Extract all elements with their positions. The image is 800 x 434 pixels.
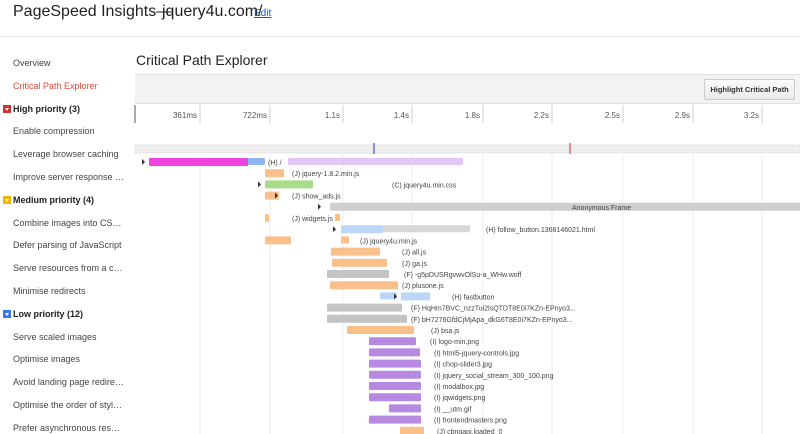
ruler-tick-label: 1.8s — [465, 111, 480, 120]
resource-label: (J) bsa.js — [431, 328, 460, 335]
resource-label: (I) html5-jquery-controls.jpg — [434, 350, 519, 357]
resource-bar — [400, 426, 424, 434]
resource-label: (J) all.js — [402, 250, 427, 257]
resource-bar — [265, 169, 284, 178]
priority-group-label: Medium priority (4) — [13, 194, 95, 205]
edit-link[interactable]: Edit — [254, 8, 272, 19]
resource-label: (H) / — [268, 160, 282, 167]
resource-bar — [369, 393, 421, 402]
resource-label: (H) follow_button.1368146021.html — [486, 227, 595, 234]
resource-bar — [369, 359, 421, 368]
page-title: Critical Path Explorer — [136, 52, 268, 68]
resource-label: Anonymous Frame — [572, 205, 631, 212]
resource-label: (J) ga.js — [402, 261, 427, 268]
resource-bar — [331, 247, 380, 256]
analyzed-url: jquery4u.com/ — [162, 3, 263, 20]
resource-label: (I) jquery_social_stream_300_100.png — [434, 373, 554, 380]
time-ruler — [135, 105, 800, 124]
collapse-toggle-icon — [3, 104, 11, 113]
resource-segment-bar — [380, 292, 397, 300]
resource-label: (I) __utm.gif — [434, 406, 471, 413]
resource-bar — [327, 270, 389, 278]
resource-label: (J) jquery-1.8.2.min.js — [292, 171, 360, 178]
resource-segment-bar — [248, 158, 265, 165]
ruler-tick-label: 722ms — [243, 111, 267, 120]
resource-bar — [265, 180, 313, 189]
resource-bar — [369, 382, 421, 390]
ruler-tick-label: 361ms — [173, 111, 197, 120]
resource-label: (J) jquery4u.min.js — [360, 238, 418, 245]
resource-bar — [369, 415, 421, 424]
resource-bar — [369, 348, 420, 357]
resource-label: (J) plusone.js — [402, 283, 444, 290]
resource-bar — [327, 314, 407, 323]
ruler-tick-label: 2.2s — [534, 111, 549, 120]
priority-group-header[interactable]: Low priority (12) — [3, 309, 83, 319]
resource-bar — [341, 225, 383, 234]
resource-bar — [330, 281, 398, 290]
resource-label: (F) -g5pDUSRgvwvOlSu-a_WHw.woff — [404, 272, 521, 279]
resource-bar — [369, 370, 421, 379]
resource-segment-bar — [288, 158, 463, 165]
collapse-toggle-icon — [3, 195, 11, 204]
priority-group-header[interactable]: High priority (3) — [3, 104, 80, 114]
resource-label: (I) chop-slider3.jpg — [434, 362, 492, 369]
resource-segment-bar — [383, 225, 470, 233]
resource-segment-bar — [341, 236, 349, 244]
expand-arrow-icon[interactable] — [258, 181, 261, 188]
ruler-tick-label: 2.5s — [605, 111, 620, 120]
resource-label: (J) widgets.js — [292, 216, 333, 223]
expand-arrow-icon[interactable] — [333, 226, 336, 233]
highlight-critical-path-button[interactable]: Highlight Critical Path — [704, 79, 795, 100]
ruler-tick-label: 2.9s — [675, 111, 690, 120]
resource-label: (J) show_ads.js — [292, 194, 341, 201]
resource-label: (J) cbngapi.loaded_0 — [437, 429, 502, 434]
priority-group-label: Low priority (12) — [13, 308, 84, 319]
ruler-tick-label: 1.4s — [394, 111, 409, 120]
resource-bar — [401, 292, 430, 301]
ruler-tick-label: 1.1s — [325, 111, 340, 120]
expand-arrow-icon[interactable] — [394, 293, 397, 300]
priority-group-header[interactable]: Medium priority (4) — [3, 195, 94, 205]
resource-label: (I) frontendmasters.png — [434, 418, 507, 425]
header-divider — [0, 36, 800, 37]
overview-strip — [134, 144, 800, 154]
resource-label: (I) jqwidgets.png — [434, 395, 485, 402]
resource-label: (I) modalbox.jpg — [434, 384, 484, 391]
resource-bar — [389, 404, 421, 413]
resource-label: (F) HqHm7BVC_nzzTui2lsQTDT8E0i7KZn-EPnyo… — [411, 306, 576, 313]
resource-bar — [265, 236, 291, 245]
toolbar — [135, 74, 800, 104]
resource-label: (F) bH7276GfdCjMjApa_dkG6T8E0i7KZn-EPnyo… — [411, 317, 573, 324]
collapse-toggle-icon — [3, 309, 11, 318]
page-header: PageSpeed Insights— jquery4u.com/ Edit — [0, 0, 800, 36]
expand-arrow-icon[interactable] — [318, 203, 321, 210]
resource-bar — [369, 337, 416, 346]
resource-bar — [332, 258, 387, 267]
priority-group-label: High priority (3) — [13, 103, 80, 114]
ruler-tick-label: 3.2s — [744, 111, 759, 120]
resource-bar — [347, 326, 414, 334]
resource-bar — [265, 214, 269, 222]
resource-bar — [327, 303, 402, 312]
expand-arrow-icon[interactable] — [275, 192, 278, 199]
resource-segment-bar — [335, 214, 340, 221]
resource-label: (H) fastbutton — [452, 294, 495, 301]
app-title: PageSpeed Insights— — [13, 3, 173, 20]
resource-label: (C) jquery4u.min.css — [392, 182, 457, 189]
resource-bar — [149, 158, 248, 166]
expand-arrow-icon[interactable] — [142, 159, 145, 165]
resource-bar — [330, 202, 800, 211]
resource-label: (I) logo-min.png — [430, 339, 479, 346]
